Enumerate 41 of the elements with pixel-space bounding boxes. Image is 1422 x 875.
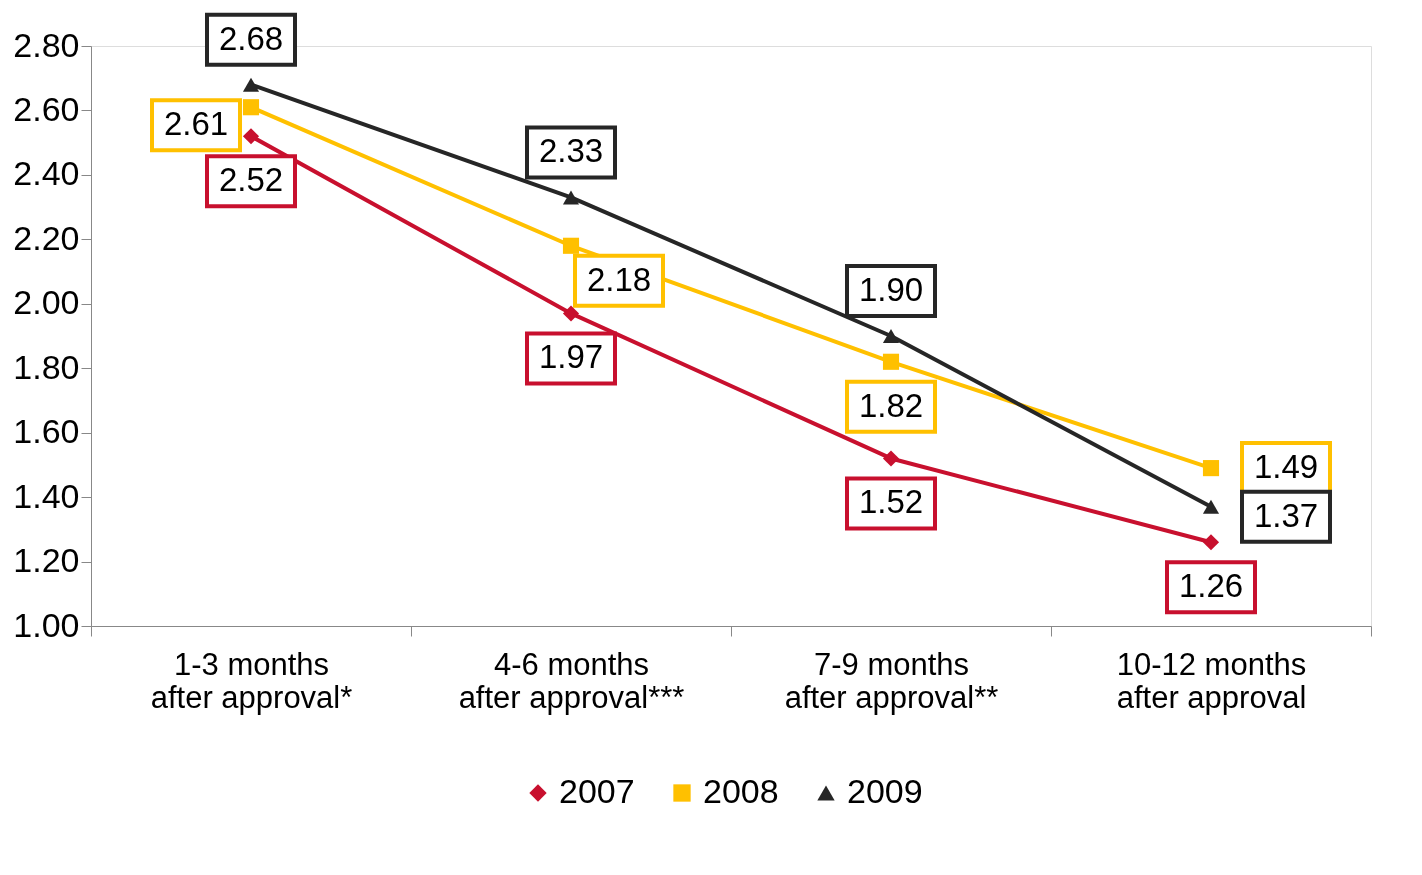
y-tick-label: 1.60	[13, 412, 80, 451]
y-tick-label: 2.60	[13, 89, 80, 128]
point	[242, 77, 260, 92]
x-tick-label: 10-12 months after approval	[1116, 646, 1307, 715]
x-tick-label: 1-3 months after approval*	[150, 646, 353, 715]
point	[882, 450, 900, 467]
data-label: 2.61	[163, 105, 229, 143]
y-tick-label: 1.40	[13, 476, 80, 515]
x-tick-label: 7-9 months after approval**	[784, 646, 999, 715]
point	[242, 128, 260, 145]
data-label: 2.68	[218, 19, 284, 57]
data-label: 2.18	[586, 260, 652, 298]
data-label: 1.26	[1178, 567, 1244, 605]
data-label: 1.97	[538, 338, 604, 376]
y-tick-label: 2.80	[13, 25, 80, 64]
legend-label: 2007	[559, 772, 635, 810]
legend-label: 2008	[703, 772, 779, 810]
data-label: 2.33	[538, 132, 604, 170]
point	[242, 99, 260, 116]
y-tick-label: 2.00	[13, 283, 80, 322]
point	[562, 237, 580, 254]
point	[882, 353, 900, 370]
legend-label: 2009	[847, 772, 923, 810]
y-tick-label: 1.80	[13, 347, 80, 386]
y-tick-label: 1.00	[13, 605, 80, 644]
point	[1202, 499, 1220, 514]
point	[882, 329, 900, 343]
point	[1202, 534, 1220, 551]
data-label: 1.49	[1253, 448, 1319, 486]
y-tick-label: 1.20	[13, 541, 80, 580]
y-tick-label: 2.40	[13, 154, 80, 193]
point	[562, 305, 580, 322]
point	[1202, 460, 1220, 477]
data-label: 1.82	[858, 386, 924, 424]
data-label: 1.52	[858, 483, 924, 521]
data-label: 2.52	[218, 161, 284, 199]
data-label: 1.90	[858, 271, 924, 308]
point	[562, 190, 580, 205]
x-tick-label: 4-6 months after approval***	[458, 646, 685, 715]
data-label: 1.37	[1253, 496, 1319, 534]
y-tick-label: 2.20	[13, 218, 80, 257]
